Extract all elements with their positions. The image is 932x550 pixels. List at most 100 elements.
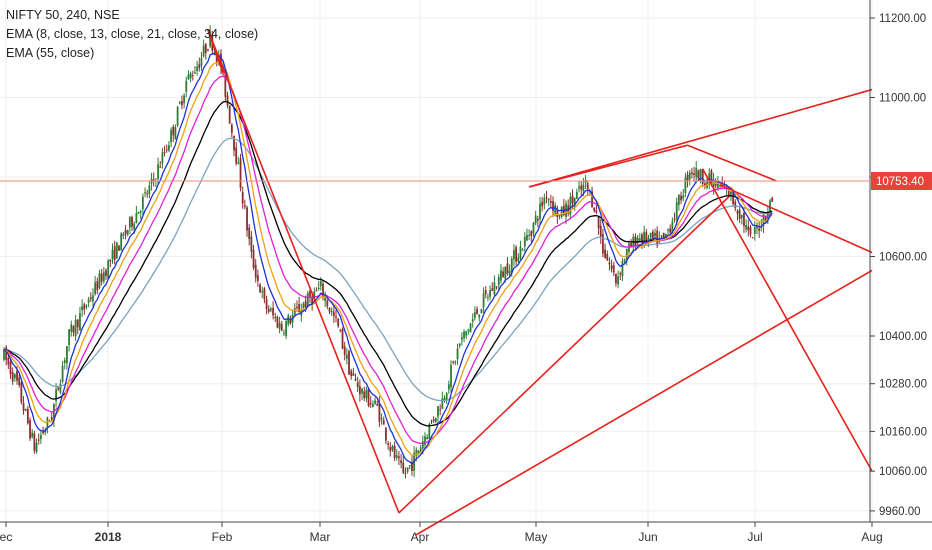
candle-body [230, 124, 233, 133]
candle-body [79, 313, 81, 331]
candle-body [554, 205, 557, 216]
candle-body [172, 126, 175, 136]
trend-lines [207, 29, 873, 536]
candle-body [688, 172, 691, 180]
candle-body [122, 233, 125, 236]
candle-body [671, 221, 674, 234]
candle-body [200, 58, 203, 66]
candle-body [478, 314, 481, 318]
time-tick-label: Jun [638, 530, 657, 544]
candle-body [265, 299, 268, 309]
candle-body [586, 183, 589, 190]
candle-body [515, 247, 518, 262]
trend-line[interactable] [207, 29, 224, 74]
candle-body [415, 449, 418, 457]
candle-body [243, 205, 246, 208]
candle-body [100, 273, 103, 282]
candle-body [3, 349, 5, 360]
candle-body [502, 271, 504, 278]
candle-body [636, 237, 639, 244]
trend-line[interactable] [528, 88, 873, 188]
candle-body [107, 260, 110, 279]
candle-body [504, 266, 507, 279]
time-tick-label: Aug [861, 530, 882, 544]
candle-body [582, 184, 585, 192]
candle-body [549, 201, 552, 204]
candle-body [452, 361, 455, 363]
candle-body [489, 289, 491, 297]
candle-body [13, 374, 16, 379]
candle-body [189, 73, 192, 79]
candle-body [139, 211, 142, 213]
candle-body [168, 145, 170, 151]
candle-body [541, 201, 544, 207]
candle-body [660, 235, 663, 237]
trend-line[interactable] [415, 269, 873, 536]
candle-body [556, 208, 559, 218]
candle-body [389, 447, 392, 452]
candle-body [493, 282, 496, 295]
candle-body [22, 402, 25, 411]
trend-line[interactable] [719, 184, 873, 254]
candle-body [756, 226, 758, 229]
candle-body [341, 329, 344, 349]
candle-body [771, 197, 774, 202]
candle-body [437, 406, 439, 417]
candle-body [176, 107, 179, 126]
candle-body [170, 129, 172, 143]
time-tick-label: Apr [411, 530, 430, 544]
candle-body [350, 370, 353, 377]
candle-body [233, 135, 235, 151]
candle-body [204, 43, 207, 53]
candle-body [638, 238, 641, 241]
candle-body [463, 331, 465, 339]
candle-body [343, 346, 346, 355]
candle-body [406, 467, 409, 472]
candle-body [424, 436, 426, 445]
candle-body [220, 53, 222, 68]
candle-body [237, 162, 240, 165]
candle-body [595, 210, 598, 213]
legend-ema-group[interactable]: EMA (8, close, 13, close, 21, close, 34,… [6, 27, 259, 41]
trend-line[interactable] [398, 196, 730, 514]
candle-body [18, 377, 21, 386]
candle-body [319, 281, 322, 286]
candle-body [649, 232, 652, 238]
candle-body [374, 400, 376, 404]
candle-body [695, 167, 698, 178]
candle-body [517, 257, 520, 262]
candle-body [372, 403, 374, 408]
candle-body [263, 288, 266, 300]
candle-body [9, 361, 12, 374]
candle-body [248, 227, 251, 240]
candle-body [332, 311, 335, 317]
trend-line[interactable] [687, 144, 777, 182]
trend-line[interactable] [207, 29, 400, 514]
candle-body [476, 309, 478, 315]
time-axis[interactable]: ec 2018 Feb Mar Apr May Jun Jul Aug [0, 522, 883, 544]
candle-body [102, 272, 105, 282]
candle-body [745, 225, 748, 230]
candle-body [278, 322, 281, 329]
candle-body [656, 230, 659, 246]
candle-body [408, 465, 411, 467]
candle-body [352, 373, 355, 376]
candle-body [128, 217, 131, 228]
candle-body [523, 236, 526, 247]
candle-body [111, 249, 114, 260]
price-axis[interactable]: 11200.0011000.0010800.0010600.0010400.00… [870, 13, 927, 518]
candle-body [682, 195, 685, 199]
grid-lines [0, 0, 873, 522]
candle-body [194, 72, 196, 74]
candle-body [749, 227, 752, 235]
candle-body [580, 185, 583, 190]
candle-body [619, 273, 622, 275]
candle-body [72, 326, 75, 333]
candle-body [604, 249, 606, 258]
legend-ema-55[interactable]: EMA (55, close) [6, 46, 95, 60]
candle-body [421, 441, 424, 449]
candle-body [141, 196, 144, 210]
candle-body [348, 351, 350, 375]
candle-body [419, 447, 422, 452]
